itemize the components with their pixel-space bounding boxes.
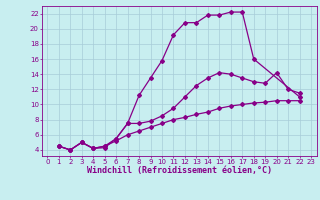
X-axis label: Windchill (Refroidissement éolien,°C): Windchill (Refroidissement éolien,°C)	[87, 166, 272, 175]
